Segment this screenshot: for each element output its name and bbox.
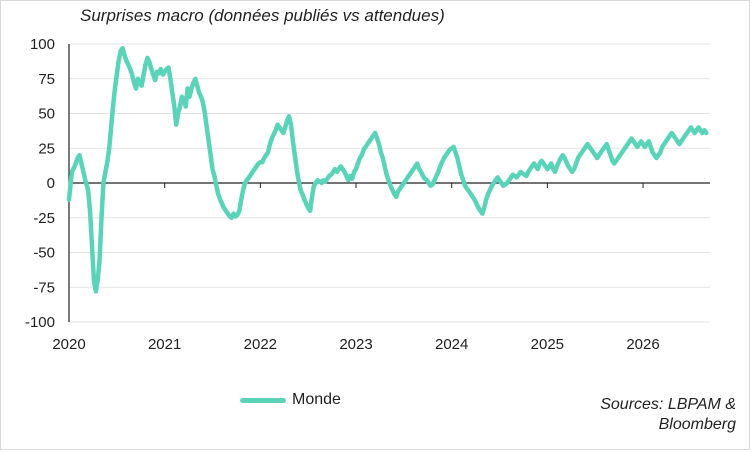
legend-swatch-monde	[240, 397, 286, 403]
series-line-monde	[66, 45, 709, 294]
series-group	[66, 45, 709, 294]
y-tick-label: -100	[25, 314, 55, 331]
y-tick-label: -75	[33, 279, 55, 296]
y-tick-label: 75	[38, 71, 55, 88]
x-tick-label: 2020	[52, 336, 85, 353]
legend-label-monde: Monde	[292, 391, 341, 408]
x-tick-label: 2024	[435, 336, 468, 353]
y-tick-label: 100	[30, 36, 55, 53]
y-tick-label: 50	[38, 106, 55, 123]
y-tick-label: 25	[38, 140, 55, 157]
x-tick-labels: 2020 2021 2022 2023 2024 2025 2026	[52, 336, 659, 353]
y-tick-label: 0	[47, 175, 55, 192]
x-tick-label: 2022	[244, 336, 277, 353]
source-note: Sources: LBPAM & Bloomberg	[600, 395, 736, 435]
source-line-2: Bloomberg	[658, 416, 736, 433]
y-tick-labels: 100 75 50 25 0 -25 -50 -75 -100	[25, 36, 55, 331]
legend: Monde	[240, 391, 341, 409]
chart-title: Surprises macro (données publiés vs atte…	[80, 6, 445, 25]
y-tick-label: -50	[33, 245, 55, 262]
x-tick-label: 2025	[531, 336, 564, 353]
y-tick-label: -25	[33, 210, 55, 227]
x-tick-label: 2026	[626, 336, 659, 353]
source-line-1: Sources: LBPAM &	[600, 396, 736, 413]
x-tick-label: 2023	[339, 336, 372, 353]
x-tick-label: 2021	[148, 336, 181, 353]
